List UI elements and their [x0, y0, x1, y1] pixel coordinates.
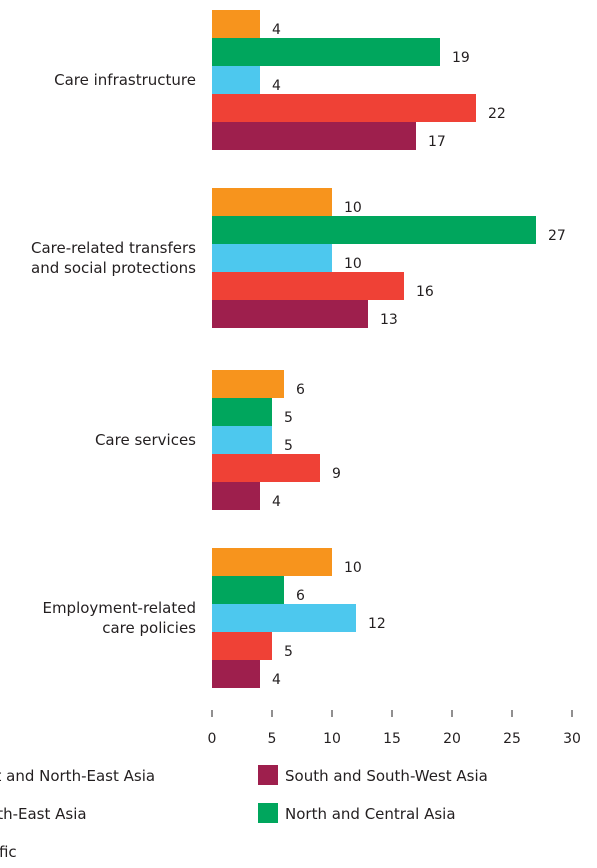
- data-label: 13: [380, 312, 398, 328]
- data-label: 27: [548, 228, 566, 244]
- data-label: 5: [284, 410, 293, 426]
- bar: [212, 188, 332, 216]
- bar: [212, 632, 272, 660]
- legend-label: South-East Asia: [0, 805, 87, 823]
- data-label: 6: [296, 382, 305, 398]
- data-label: 6: [296, 588, 305, 604]
- data-label: 5: [284, 438, 293, 454]
- bars-layer: [212, 10, 536, 688]
- data-label: 4: [272, 672, 281, 688]
- legend-label: North and Central Asia: [285, 805, 456, 823]
- bar: [212, 300, 368, 328]
- bar: [212, 576, 284, 604]
- legend: East and North-East Asia South-East Asia P…: [0, 765, 488, 861]
- bar: [212, 454, 320, 482]
- bar: [212, 244, 332, 272]
- data-label: 9: [332, 466, 341, 482]
- data-label: 10: [344, 200, 362, 216]
- data-label: 4: [272, 494, 281, 510]
- bar: [212, 398, 272, 426]
- bar: [212, 370, 284, 398]
- legend-label: South and South-West Asia: [285, 767, 488, 785]
- bar: [212, 482, 260, 510]
- category-label: Care infrastructure: [54, 71, 196, 89]
- category-labels-layer: Care infrastructure Care-related transfer…: [31, 71, 196, 637]
- data-label: 22: [488, 106, 506, 122]
- bar: [212, 216, 536, 244]
- category-label: Employment-related: [42, 599, 196, 617]
- category-label: care policies: [102, 619, 196, 637]
- legend-swatch: [258, 803, 278, 823]
- data-label: 10: [344, 256, 362, 272]
- legend-swatch: [258, 765, 278, 785]
- bar: [212, 94, 476, 122]
- data-label: 17: [428, 134, 446, 150]
- bar: [212, 38, 440, 66]
- bar: [212, 604, 356, 632]
- x-tick-label: 15: [383, 731, 401, 747]
- bar: [212, 122, 416, 150]
- bar: [212, 660, 260, 688]
- data-label: 12: [368, 616, 386, 632]
- legend-label: Pacific: [0, 843, 17, 861]
- data-label: 4: [272, 78, 281, 94]
- category-label: Care services: [95, 431, 196, 449]
- x-tick-label: 30: [563, 731, 581, 747]
- bar: [212, 66, 260, 94]
- bar: [212, 10, 260, 38]
- data-label: 4: [272, 22, 281, 38]
- category-label: Care-related transfers: [31, 239, 196, 257]
- x-tick-label: 10: [323, 731, 341, 747]
- data-label: 16: [416, 284, 434, 300]
- data-label: 5: [284, 644, 293, 660]
- bar: [212, 272, 404, 300]
- x-tick-label: 5: [268, 731, 277, 747]
- data-label: 10: [344, 560, 362, 576]
- bar: [212, 548, 332, 576]
- data-label: 19: [452, 50, 470, 66]
- bar: [212, 426, 272, 454]
- x-tick-label: 20: [443, 731, 461, 747]
- legend-label: East and North-East Asia: [0, 767, 155, 785]
- x-tick-label: 0: [208, 731, 217, 747]
- x-axis: 0 5 10 15 20 25 30: [208, 710, 581, 747]
- category-label: and social protections: [31, 259, 196, 277]
- x-tick-label: 25: [503, 731, 521, 747]
